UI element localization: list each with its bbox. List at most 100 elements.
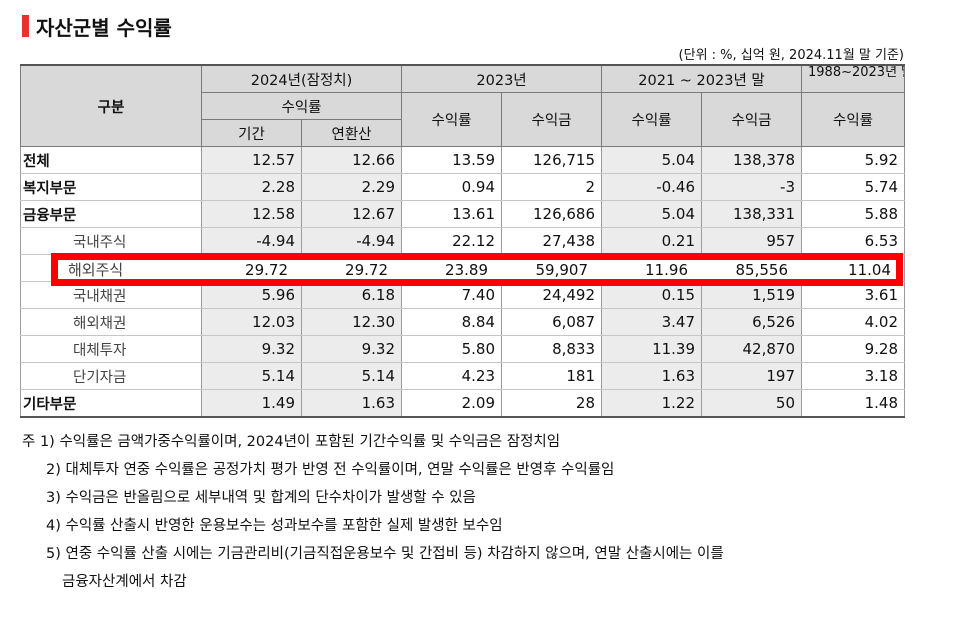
table-cell: 5.92 [801,146,906,174]
table-cell: 12.30 [300,308,403,336]
table-cell: 6,526 [701,308,803,336]
table-cell: 59,907 [535,260,589,279]
row-label: 해외주식 [68,261,124,279]
table-cell: 12.58 [201,200,302,228]
table-cell: 12.66 [300,146,403,174]
footnote: 2) 대체투자 연중 수익률은 공정가치 평가 반영 전 수익률이며, 연말 수… [46,462,615,478]
row-label: 해외채권 [20,308,202,336]
table-cell: 11.04 [848,260,891,279]
table-row: 대체투자 9.32 9.32 5.80 8,833 11.39 42,870 9… [20,335,906,363]
table-cell: 5.04 [601,200,703,228]
table-cell: 4.02 [801,308,906,336]
table-cell: 4.23 [401,362,503,390]
row-label: 전체 [20,146,202,174]
table-cell: 28 [501,389,603,418]
title-text: 자산군별 수익률 [36,15,172,40]
table-cell: 11.96 [645,260,688,279]
header-2024: 2024년(잠정치) [200,64,403,93]
table-cell: 3.18 [801,362,906,390]
header-annualized: 연환산 [300,119,403,147]
table-cell: -3 [701,173,803,201]
table-cell: 29.72 [245,260,288,279]
table-cell: 1.63 [601,362,703,390]
table-cell: 12.03 [201,308,302,336]
table-cell: 8.84 [401,308,503,336]
table-cell: 197 [701,362,803,390]
row-label: 금융부문 [20,200,202,228]
header-1988-2023: 1988~2023년 말(설정후) [801,64,906,93]
table-cell: -4.94 [300,227,403,255]
footnotes: 주 1) 수익률은 금액가중수익률이며, 2024년이 포함된 기간수익률 및 … [22,428,724,596]
table-row: 전체 12.57 12.66 13.59 126,715 5.04 138,37… [20,146,906,174]
header-2021-2023: 2021 ~ 2023년 말 [601,64,803,93]
table-cell: 9.32 [201,335,302,363]
table-cell: 42,870 [701,335,803,363]
table-cell: 5.14 [201,362,302,390]
footnote: 금융자산계에서 차감 [62,574,187,590]
table-cell: 2 [501,173,603,201]
title-marker [22,15,29,37]
row-label: 기타부문 [20,389,202,418]
table-cell: 0.21 [601,227,703,255]
table-cell: 2.29 [300,173,403,201]
row-label: 국내주식 [20,227,202,255]
header-2021-amount: 수익금 [701,92,803,147]
table-cell: 1.48 [801,389,906,418]
table-row: 국내주식 -4.94 -4.94 22.12 27,438 0.21 957 6… [20,227,906,255]
table-cell: 3.47 [601,308,703,336]
table-cell: 1.63 [300,389,403,418]
table-cell: 29.72 [345,260,388,279]
table-cell: 27,438 [501,227,603,255]
table-cell: 5.04 [601,146,703,174]
header-period: 기간 [201,119,302,147]
footnote: 3) 수익금은 반올림으로 세부내역 및 합계의 단수차이가 발생할 수 있음 [46,490,476,506]
table-cell: 85,556 [735,260,789,279]
table-cell: 126,686 [501,200,603,228]
header-2021-rate: 수익률 [601,92,703,147]
table-cell: 12.57 [201,146,302,174]
table-cell: 138,331 [701,200,803,228]
table-cell: 126,715 [501,146,603,174]
header-1988-rate: 수익률 [801,92,906,147]
table-row: 기타부문 1.49 1.63 2.09 28 1.22 50 1.48 [20,389,906,418]
table-cell: 1.49 [201,389,302,418]
table-row: 단기자금 5.14 5.14 4.23 181 1.63 197 3.18 [20,362,906,390]
table-cell: 6.53 [801,227,906,255]
table-cell: 2.09 [401,389,503,418]
section-title: 자산군별 수익률 [22,12,172,40]
table-cell: 22.12 [401,227,503,255]
table-cell: 6,087 [501,308,603,336]
table-cell: -4.94 [201,227,302,255]
header-2023-amount: 수익금 [501,92,603,147]
row-label: 단기자금 [20,362,202,390]
table-cell: 138,378 [701,146,803,174]
footnote: 5) 연중 수익률 산출 시에는 기금관리비(기금직접운용보수 및 간접비 등)… [46,546,724,562]
table-cell: 5.88 [801,200,906,228]
table-cell: 9.32 [300,335,403,363]
returns-table: 구분 2024년(잠정치) 2023년 2021 ~ 2023년 말 1988~… [20,64,906,418]
table-cell: -0.46 [601,173,703,201]
table-cell: 13.61 [401,200,503,228]
row-label: 대체투자 [20,335,202,363]
table-cell: 9.28 [801,335,906,363]
table-cell: 8,833 [501,335,603,363]
header-yield-rate: 수익률 [200,92,403,120]
row-label: 복지부문 [20,173,202,201]
table-cell: 12.67 [300,200,403,228]
table-row: 복지부문 2.28 2.29 0.94 2 -0.46 -3 5.74 [20,173,906,201]
table-cell: 5.74 [801,173,906,201]
table-cell: 1.22 [601,389,703,418]
table-row: 해외채권 12.03 12.30 8.84 6,087 3.47 6,526 4… [20,308,906,336]
table-cell: 23.89 [445,260,488,279]
table-cell: 181 [501,362,603,390]
table-cell: 11.39 [601,335,703,363]
table-cell: 2.28 [201,173,302,201]
unit-note: (단위 : %, 십억 원, 2024.11월 말 기준) [678,48,904,63]
highlight-box [51,253,903,286]
table-cell: 957 [701,227,803,255]
table-cell: 0.94 [401,173,503,201]
header-2023-rate: 수익률 [401,92,503,147]
table-cell: 5.80 [401,335,503,363]
highlighted-row: 해외주식 29.72 29.72 23.89 59,907 11.96 85,5… [58,260,896,280]
header-2023: 2023년 [401,64,603,93]
